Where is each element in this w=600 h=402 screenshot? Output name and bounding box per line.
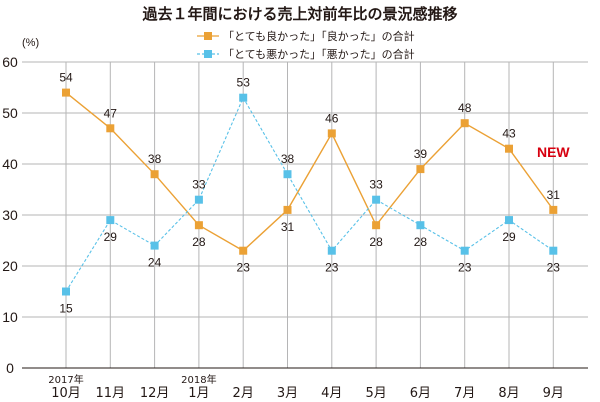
data-label-1: 28 bbox=[414, 235, 428, 249]
data-point-0 bbox=[372, 221, 381, 230]
x-tick-label: 2月 bbox=[233, 386, 254, 401]
data-label-0: 23 bbox=[237, 261, 251, 275]
data-point-1 bbox=[283, 170, 292, 179]
data-label-1: 33 bbox=[192, 178, 206, 192]
data-label-0: 39 bbox=[414, 147, 428, 161]
data-label-0: 38 bbox=[148, 152, 162, 166]
series-lines bbox=[65, 92, 554, 292]
data-point-0 bbox=[150, 170, 159, 179]
series-line-0 bbox=[65, 92, 554, 252]
y-tick-label: 30 bbox=[2, 207, 18, 223]
data-label-1: 24 bbox=[148, 256, 162, 270]
x-tick-label: 4月 bbox=[321, 386, 342, 401]
data-point-1 bbox=[372, 195, 381, 204]
x-tick-label: 7月 bbox=[454, 386, 475, 401]
data-point-0 bbox=[283, 205, 292, 214]
data-point-1 bbox=[150, 241, 159, 250]
data-label-1: 29 bbox=[104, 230, 118, 244]
series-markers bbox=[62, 88, 558, 296]
data-point-1 bbox=[239, 93, 248, 102]
annotations: NEW bbox=[537, 144, 570, 160]
data-label-0: 48 bbox=[458, 101, 472, 115]
data-point-1 bbox=[549, 246, 558, 255]
x-tick-label: 12月 bbox=[140, 386, 170, 401]
x-tick-label: 10月 bbox=[51, 386, 81, 401]
data-point-1 bbox=[194, 195, 203, 204]
data-label-1: 23 bbox=[547, 261, 561, 275]
data-label-0: 31 bbox=[281, 220, 295, 234]
gridlines bbox=[22, 61, 588, 368]
legend-label-1: 「とても悪かった」「悪かった」の合計 bbox=[223, 47, 415, 61]
data-labels: 54 15 47 29 38 24 28 33 23 53 31 38 46 23 28 33 39 28 48 23… bbox=[59, 71, 560, 316]
x-axis-ticks: 10月 11月 12月 1月 2月 3月 4月 5月 6月 7月 8月 9月 2017年 2018年 bbox=[48, 373, 564, 401]
data-label-1: 23 bbox=[458, 261, 472, 275]
data-label-0: 47 bbox=[104, 106, 118, 120]
data-point-1 bbox=[505, 216, 513, 225]
x-year-label: 2017年 bbox=[48, 373, 83, 386]
data-label-1: 53 bbox=[237, 76, 251, 90]
x-tick-label: 9月 bbox=[543, 386, 564, 401]
x-tick-label: 3月 bbox=[277, 386, 298, 401]
legend: 「とても良かった」「良かった」の合計「とても悪かった」「悪かった」の合計 bbox=[197, 29, 415, 61]
data-point-0 bbox=[327, 129, 336, 138]
y-tick-label: 50 bbox=[2, 105, 18, 121]
data-point-0 bbox=[239, 246, 248, 255]
y-tick-label: 10 bbox=[2, 309, 18, 325]
series-line-1 bbox=[65, 96, 554, 292]
data-point-0 bbox=[460, 119, 469, 128]
y-tick-label: 40 bbox=[2, 156, 18, 172]
data-label-1: 15 bbox=[59, 302, 73, 316]
legend-marker-1 bbox=[204, 50, 212, 58]
data-point-0 bbox=[106, 124, 115, 133]
data-point-1 bbox=[460, 246, 469, 255]
data-label-1: 23 bbox=[325, 261, 339, 275]
x-tick-label: 6月 bbox=[410, 386, 431, 401]
y-axis-unit-label: (%) bbox=[22, 37, 39, 49]
data-point-1 bbox=[416, 221, 425, 230]
legend-label-0: 「とても良かった」「良かった」の合計 bbox=[223, 29, 415, 43]
data-point-0 bbox=[416, 165, 425, 174]
y-tick-label: 20 bbox=[2, 258, 18, 274]
data-label-0: 54 bbox=[59, 71, 73, 85]
data-point-0 bbox=[194, 221, 203, 230]
data-label-1: 33 bbox=[369, 178, 383, 192]
data-label-0: 31 bbox=[547, 188, 561, 202]
y-tick-label: 0 bbox=[6, 360, 14, 376]
x-tick-label: 5月 bbox=[365, 386, 386, 401]
data-label-0: 43 bbox=[502, 127, 516, 141]
x-tick-label: 1月 bbox=[188, 386, 209, 401]
new-badge: NEW bbox=[537, 144, 570, 160]
data-point-0 bbox=[549, 205, 558, 214]
data-point-1 bbox=[106, 216, 115, 225]
x-tick-label: 8月 bbox=[498, 386, 519, 401]
data-label-0: 28 bbox=[192, 235, 206, 249]
data-point-1 bbox=[327, 246, 336, 255]
data-label-1: 38 bbox=[281, 152, 295, 166]
data-label-0: 46 bbox=[325, 111, 339, 125]
y-axis-ticks: 0 10 20 30 40 50 60 bbox=[2, 54, 18, 376]
data-point-1 bbox=[62, 287, 70, 296]
data-label-0: 28 bbox=[369, 235, 383, 249]
y-tick-label: 60 bbox=[2, 54, 18, 70]
x-year-label: 2018年 bbox=[181, 373, 216, 386]
data-point-0 bbox=[505, 144, 513, 153]
data-point-0 bbox=[62, 88, 70, 97]
data-label-1: 29 bbox=[502, 230, 516, 244]
legend-marker-0 bbox=[204, 32, 212, 40]
x-tick-label: 11月 bbox=[96, 386, 126, 401]
chart-title: 過去１年間における売上対前年比の景況感推移 bbox=[141, 5, 457, 23]
